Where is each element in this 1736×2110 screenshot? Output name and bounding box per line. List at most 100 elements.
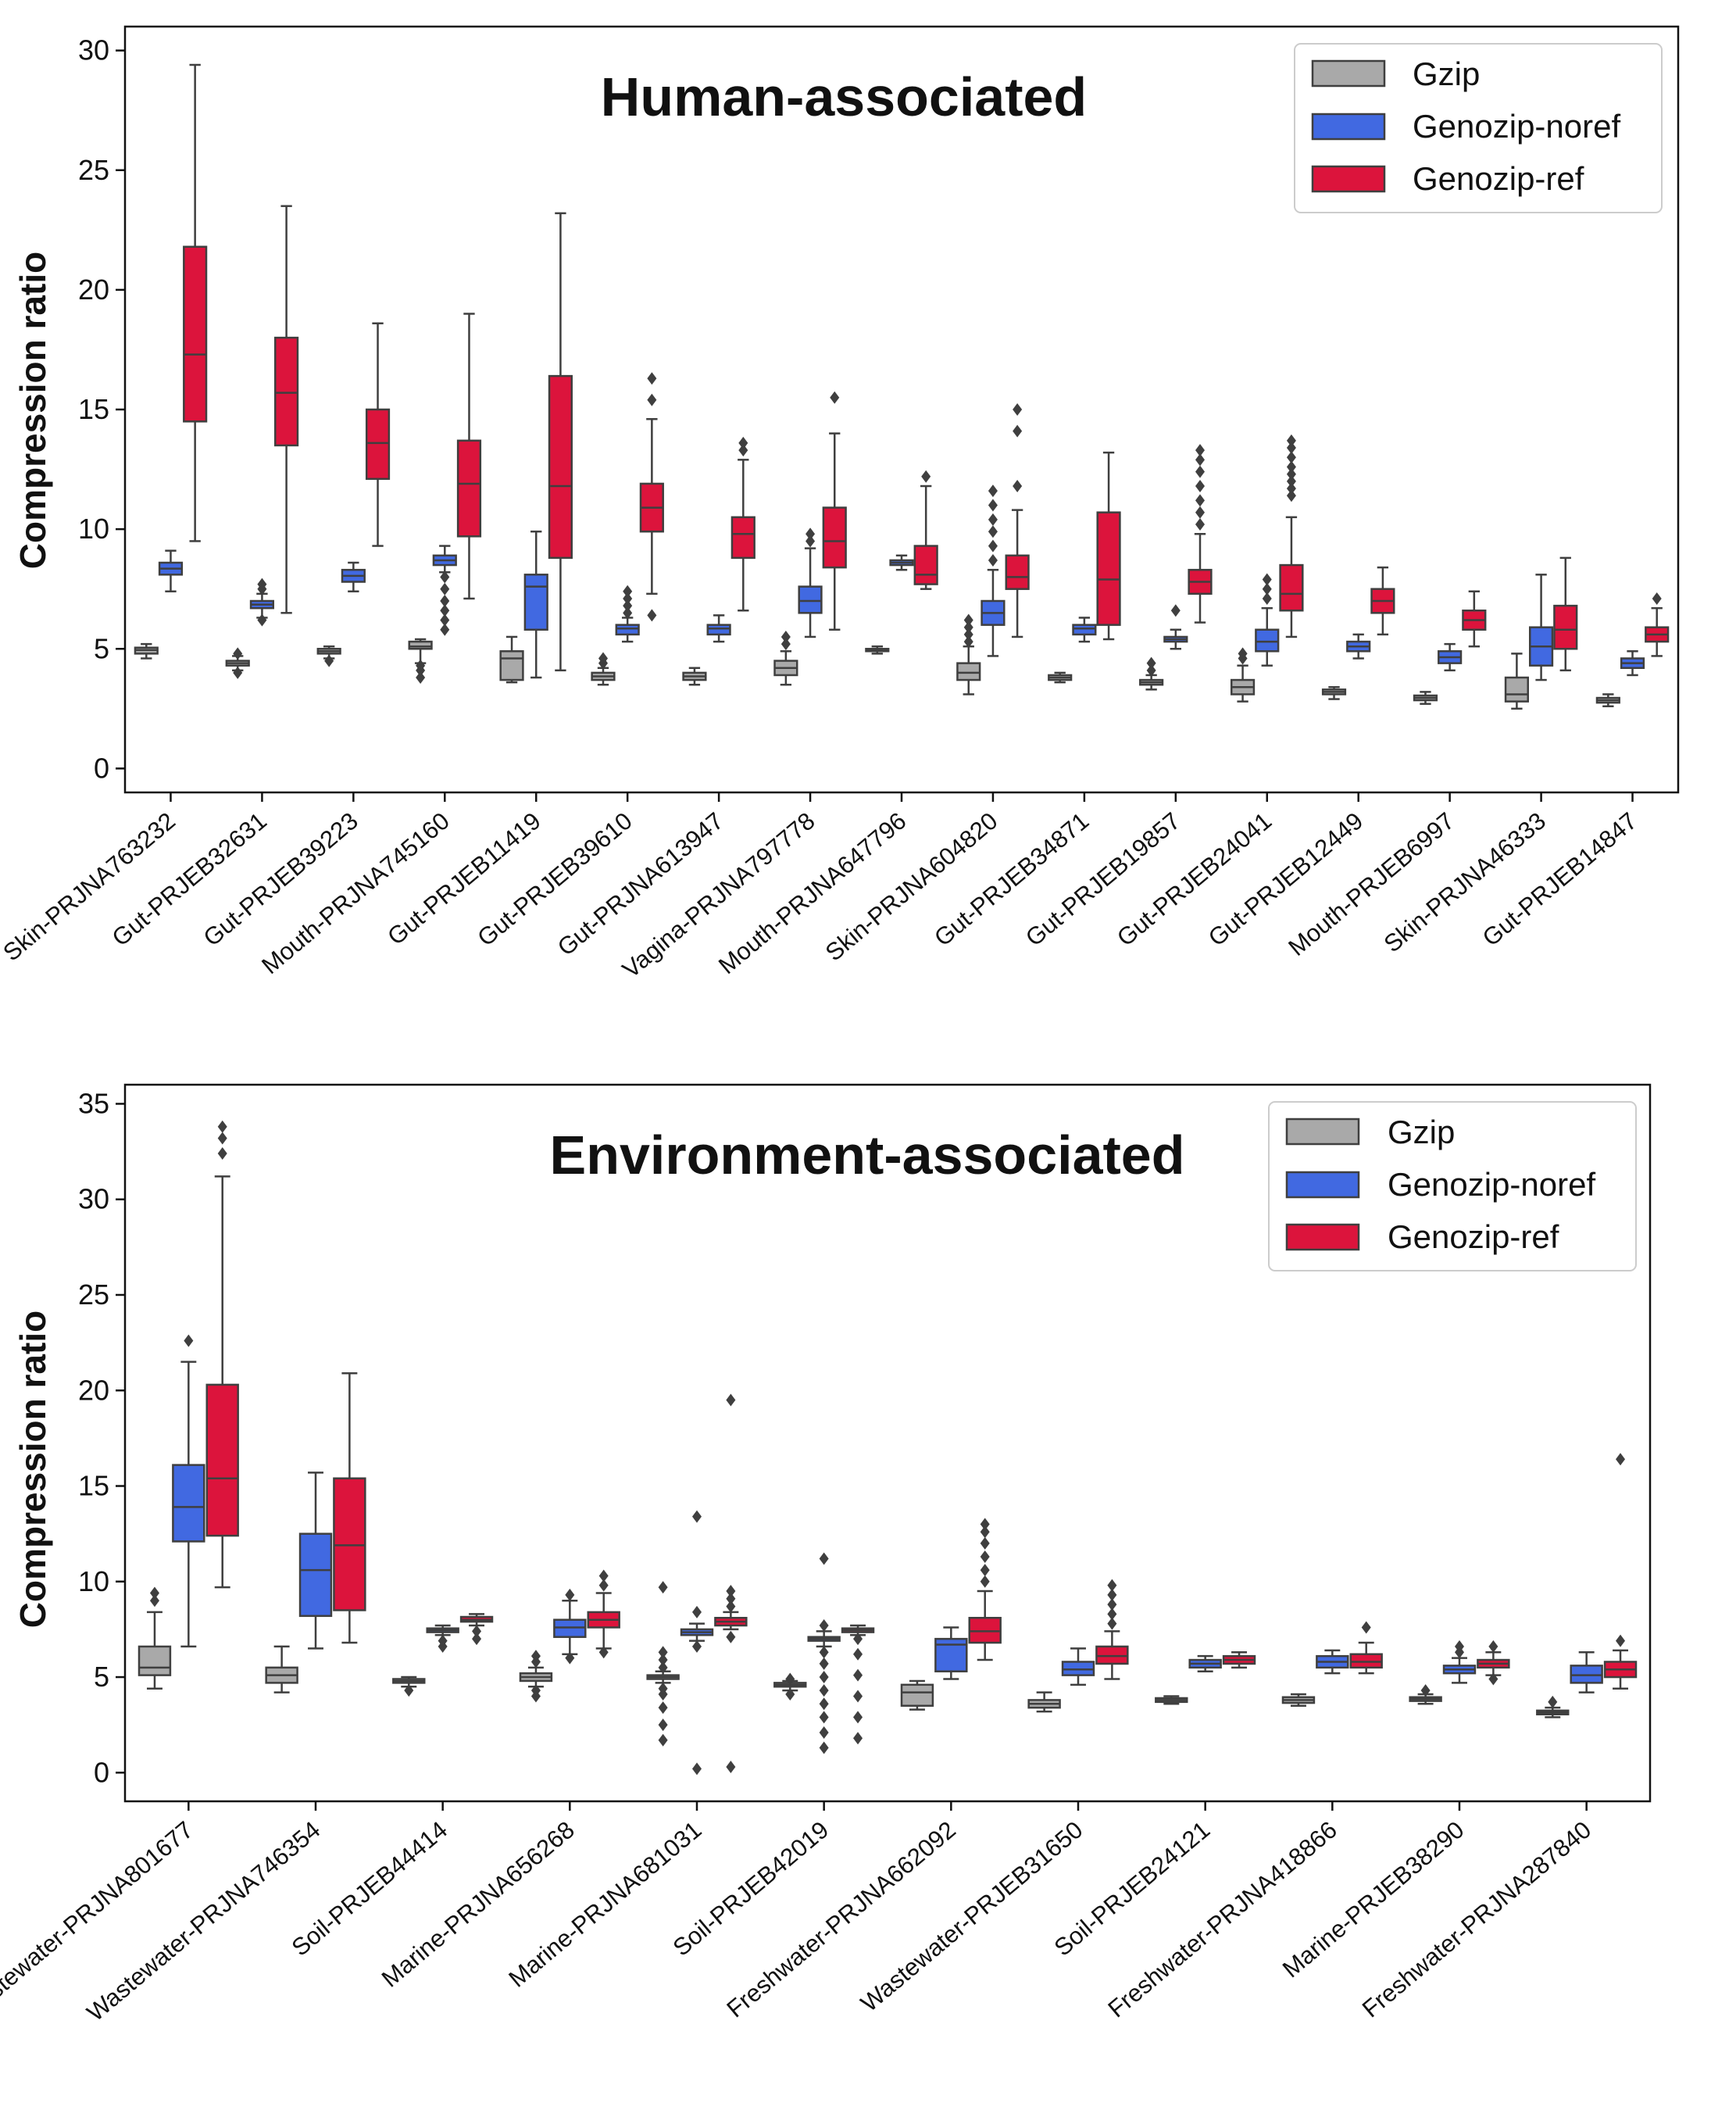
box-iqr — [523, 574, 548, 631]
box-genozip-ref — [841, 1624, 875, 1745]
box-gzip — [1139, 656, 1164, 691]
outlier-point — [1286, 482, 1296, 495]
box-genozip-ref — [274, 205, 299, 614]
box-genozip-noref — [432, 545, 457, 636]
box-iqr — [706, 624, 731, 636]
y-tick-label: 0 — [94, 1756, 109, 1788]
y-tick-label: 5 — [94, 1661, 109, 1693]
box-gzip — [1595, 693, 1620, 707]
outlier-point — [598, 1569, 609, 1582]
outlier-point — [1548, 1695, 1558, 1708]
outlier-point — [1107, 1598, 1117, 1611]
outlier-point — [692, 1605, 702, 1618]
legend-label-genozip-ref: Genozip-ref — [1388, 1218, 1559, 1255]
outlier-point — [830, 391, 840, 404]
box-gzip — [1413, 691, 1438, 705]
outlier-point — [988, 539, 998, 553]
y-tick-label: 25 — [78, 154, 109, 186]
box-genozip-ref — [1222, 1651, 1256, 1669]
box-gzip — [225, 647, 250, 679]
outlier-point — [963, 628, 973, 641]
box-genozip-ref — [456, 313, 482, 600]
outlier-point — [530, 1650, 541, 1663]
outlier-point — [149, 1586, 159, 1600]
outlier-point — [988, 525, 998, 538]
box-genozip-ref — [822, 391, 847, 631]
box-gzip — [134, 642, 159, 660]
y-tick-label: 30 — [78, 1183, 109, 1215]
outlier-point — [692, 1510, 702, 1523]
outlier-point — [963, 635, 973, 649]
outlier-point — [692, 1640, 702, 1653]
legend-swatch-gzip — [1285, 1118, 1360, 1146]
outlier-point — [658, 1581, 668, 1594]
box-iqr — [1096, 511, 1121, 626]
box-iqr — [205, 1383, 239, 1537]
outlier-point — [780, 638, 791, 651]
box-genozip-noref — [523, 530, 548, 679]
outlier-point — [647, 609, 657, 622]
box-genozip-noref — [615, 585, 640, 643]
axes-frame — [123, 1083, 1652, 1803]
box-genozip-ref — [1370, 566, 1395, 636]
y-tick-label: 20 — [78, 274, 109, 306]
legend: Gzip Genozip-noref Genozip-ref — [1268, 1101, 1637, 1271]
box-genozip-ref — [1096, 451, 1121, 641]
outlier-point — [853, 1732, 863, 1745]
outlier-point — [440, 623, 450, 636]
outlier-point — [530, 1684, 541, 1697]
box-gzip — [519, 1650, 553, 1703]
outlier-point — [472, 1633, 482, 1646]
box-gzip — [646, 1581, 680, 1747]
box-gzip — [1027, 1691, 1061, 1713]
box-genozip-noref — [553, 1588, 587, 1665]
outlier-point — [726, 1592, 736, 1605]
outlier-point — [1238, 647, 1248, 660]
box-genozip-ref — [548, 212, 573, 672]
box-genozip-ref — [1553, 556, 1578, 672]
box-genozip-ref — [365, 322, 391, 547]
outlier-point — [1195, 518, 1206, 531]
legend-label-gzip: Gzip — [1388, 1114, 1455, 1150]
box-iqr — [548, 374, 573, 560]
outlier-point — [1262, 592, 1272, 605]
box-iqr — [138, 1645, 172, 1676]
outlier-point — [438, 1634, 448, 1647]
outlier-point — [1420, 1684, 1431, 1697]
y-tick-label: 15 — [78, 1470, 109, 1502]
outlier-point — [1262, 582, 1272, 595]
y-tick-label: 5 — [94, 632, 109, 664]
box-genozip-noref — [1438, 642, 1463, 672]
y-tick-label: 35 — [78, 1087, 109, 1119]
box-genozip-ref — [1349, 1621, 1383, 1675]
outlier-point — [1361, 1621, 1371, 1634]
box-genozip-ref — [730, 436, 755, 612]
outlier-point — [988, 499, 998, 512]
outlier-point — [324, 654, 334, 667]
legend-swatch-genozip-ref — [1285, 1223, 1360, 1251]
box-iqr — [1255, 628, 1280, 653]
box-genozip-noref — [1061, 1647, 1095, 1686]
box-iqr — [1072, 624, 1097, 636]
outlier-point — [440, 595, 450, 607]
outlier-point — [233, 666, 243, 679]
outlier-point — [257, 578, 267, 591]
outlier-point — [623, 592, 633, 605]
box-gzip — [956, 613, 981, 696]
outlier-point — [726, 1630, 736, 1643]
box-gzip — [408, 638, 433, 684]
box-iqr — [408, 640, 433, 650]
outlier-point — [1195, 453, 1206, 467]
outlier-point — [217, 1132, 227, 1145]
box-genozip-noref — [249, 578, 275, 627]
outlier-point — [658, 1733, 668, 1747]
box-iqr — [1553, 604, 1578, 650]
outlier-point — [819, 1711, 829, 1724]
outlier-point — [1286, 489, 1296, 502]
box-gzip — [138, 1586, 172, 1690]
outlier-point — [1286, 467, 1296, 481]
box-genozip-ref — [1279, 434, 1304, 638]
outlier-point — [1455, 1640, 1464, 1653]
outlier-point — [184, 1334, 194, 1347]
outlier-point — [819, 1671, 829, 1684]
